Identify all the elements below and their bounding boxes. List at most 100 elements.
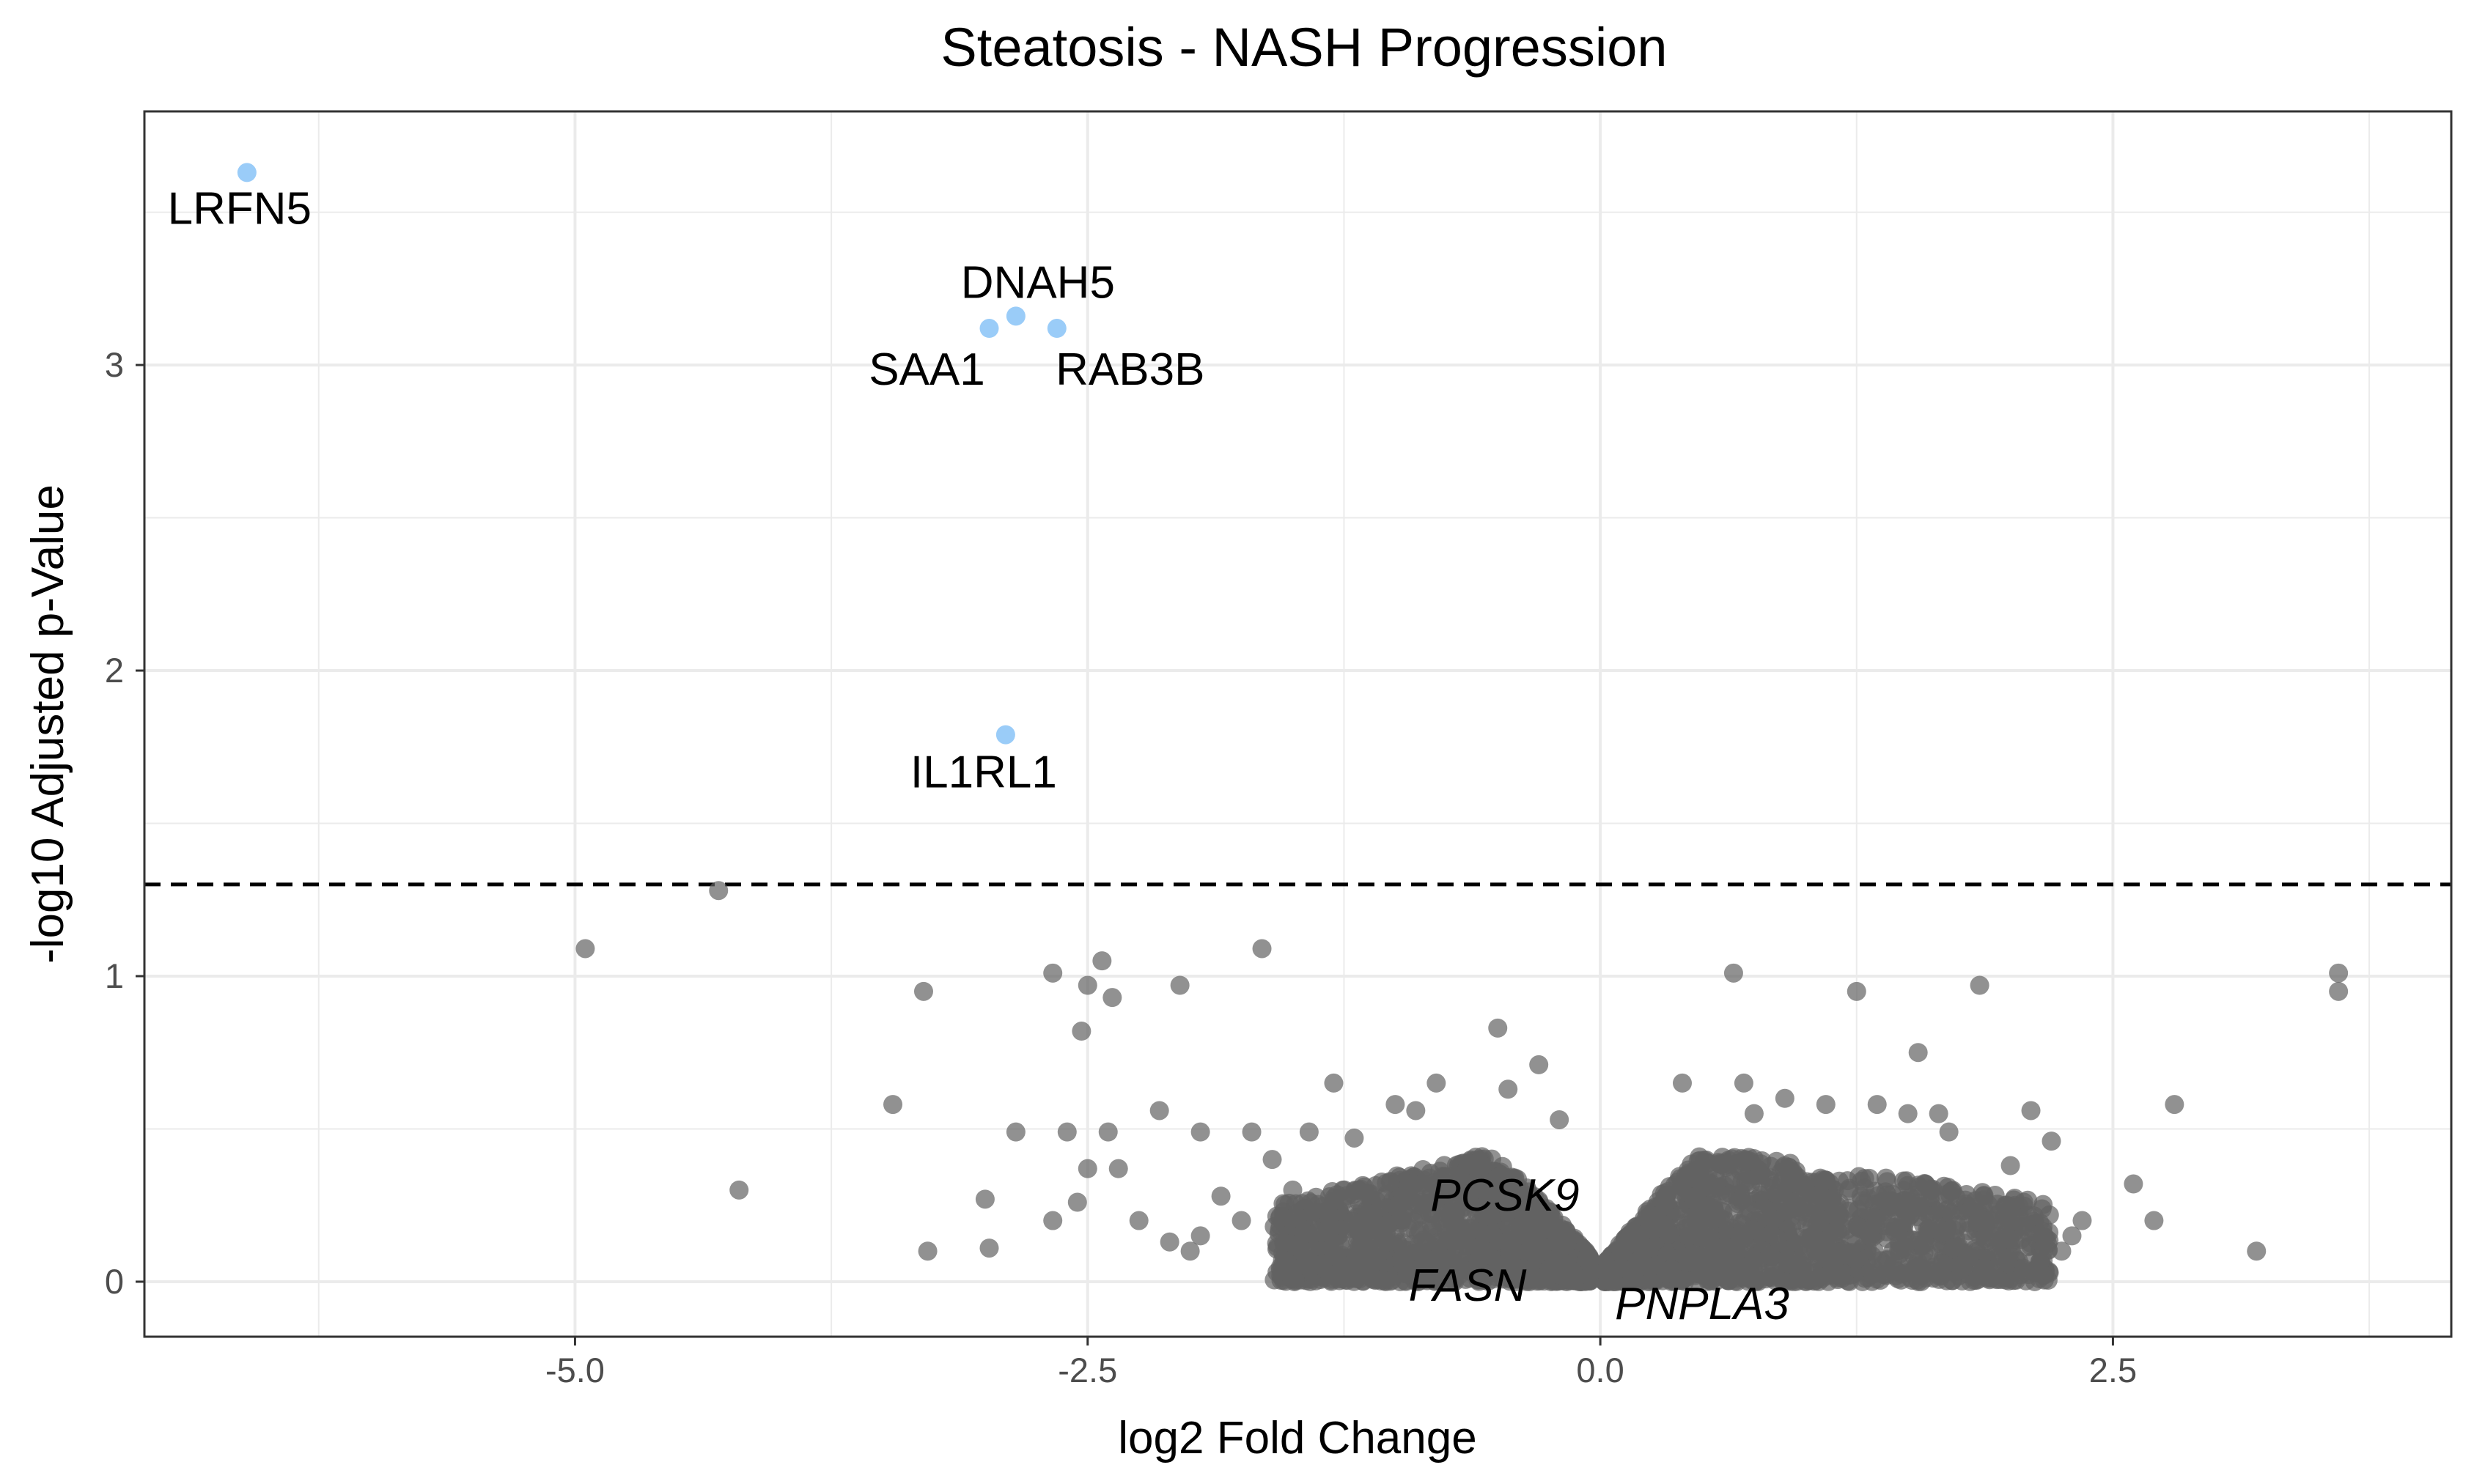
gene-point [1918, 1220, 1938, 1240]
gene-point [1595, 1261, 1615, 1281]
gene-point-outlier [1078, 975, 1097, 995]
gene-point [1563, 1262, 1583, 1282]
gene-point-outlier [1385, 1095, 1405, 1115]
gene-point [1416, 1233, 1436, 1252]
gene-point [2006, 1270, 2026, 1290]
gene-point-outlier [1723, 963, 1743, 983]
gene-point-outlier [1252, 939, 1272, 959]
gene-point [1767, 1184, 1786, 1203]
y-tick-label: 1 [105, 956, 124, 995]
gene-point-outlier [1898, 1104, 1918, 1123]
gene-point [1402, 1173, 1422, 1193]
gene-point-outlier [1057, 1122, 1077, 1142]
gene-point [1473, 1156, 1493, 1175]
gene-point [1847, 1217, 1867, 1236]
gene-label: SAA1 [869, 344, 985, 395]
gene-point [1327, 1247, 1347, 1266]
gene-point-outlier [2144, 1211, 2164, 1230]
gene-point [1319, 1206, 1339, 1226]
non-significant-outliers [575, 881, 2349, 1277]
gene-point-outlier [1426, 1073, 1446, 1093]
gene-point-outlier [1498, 1079, 1518, 1099]
gene-point [1886, 1197, 1906, 1217]
gene-point [1430, 1212, 1450, 1232]
gene-point-outlier [1867, 1095, 1887, 1115]
x-tick-label: 0.0 [1576, 1351, 1624, 1389]
gene-point-outlier [2072, 1211, 2092, 1230]
gene-point [1341, 1255, 1361, 1274]
gene-point [1996, 1229, 2016, 1249]
gene-point [1380, 1172, 1400, 1192]
highlighted-gene-label: PNPLA3 [1615, 1279, 1789, 1329]
gene-point [1680, 1247, 1700, 1266]
gene-point [1354, 1238, 1374, 1258]
gene-point-outlier [1324, 1073, 1344, 1093]
significant-gene-point [1047, 319, 1067, 339]
gene-point [1301, 1193, 1321, 1213]
gene-point [1715, 1236, 1735, 1256]
gene-point-outlier [913, 981, 933, 1001]
gene-point [1400, 1259, 1420, 1279]
gene-point [1457, 1183, 1476, 1203]
gene-point [1800, 1241, 1820, 1260]
highlighted-gene-label: PCSK9 [1430, 1170, 1579, 1221]
panel-background [144, 111, 2451, 1337]
gene-point [1387, 1197, 1407, 1217]
gene-point [1816, 1230, 1836, 1250]
gene-point [1852, 1171, 1871, 1191]
gene-point-outlier [2042, 1132, 2061, 1151]
gene-point-outlier [883, 1095, 903, 1115]
gene-point-outlier [1939, 1122, 1959, 1142]
gene-point-outlier [2329, 963, 2349, 983]
gene-point [1380, 1271, 1400, 1291]
gene-point [1740, 1151, 1760, 1171]
gene-point-outlier [1170, 975, 1190, 995]
gene-point [1468, 1250, 1488, 1270]
gene-point-outlier [1273, 1250, 1292, 1270]
gene-point-outlier [1529, 1055, 1549, 1074]
gene-point-outlier [1299, 1122, 1319, 1142]
gene-point [1839, 1198, 1859, 1218]
gene-point-outlier [1775, 1088, 1794, 1108]
gene-point [1579, 1252, 1599, 1272]
gene-point [1797, 1207, 1817, 1227]
gene-point [1780, 1174, 1800, 1194]
gene-point-outlier [1959, 1247, 1979, 1267]
gene-point-outlier [1190, 1122, 1210, 1142]
gene-point [1659, 1181, 1679, 1201]
gene-point-outlier [1908, 1043, 1928, 1063]
gene-point [1898, 1175, 1918, 1195]
significant-gene-point [237, 163, 257, 182]
gene-point [1866, 1216, 1885, 1236]
significant-gene-point [1006, 306, 1026, 326]
gene-point [1630, 1257, 1650, 1277]
gene-point [1459, 1153, 1479, 1173]
gene-point [1473, 1269, 1492, 1288]
gene-point-outlier [1043, 963, 1063, 983]
gene-point-outlier [1078, 1159, 1097, 1178]
gene-point-outlier [2062, 1226, 2082, 1246]
y-tick-label: 0 [105, 1262, 124, 1301]
gene-point [1336, 1186, 1356, 1206]
gene-point [1616, 1236, 1635, 1255]
gene-point-outlier [1102, 988, 1122, 1008]
gene-point [1679, 1226, 1699, 1246]
gene-point [1990, 1252, 2010, 1272]
gene-point [1698, 1163, 1718, 1183]
gene-point [1943, 1238, 1963, 1258]
gene-point [1745, 1271, 1765, 1291]
gene-point-outlier [1744, 1104, 1764, 1123]
gene-point-outlier [2021, 1101, 2041, 1121]
gene-point-outlier [1980, 1211, 2000, 1230]
gene-label: RAB3B [1056, 344, 1204, 395]
gene-point [1363, 1269, 1383, 1288]
gene-point [1367, 1251, 1387, 1271]
gene-point-outlier [1072, 1022, 1091, 1041]
gene-point-outlier [1098, 1122, 1118, 1142]
gene-point [1494, 1176, 1514, 1196]
gene-point [1316, 1221, 1336, 1241]
gene-point [1985, 1186, 2005, 1205]
gene-point-outlier [1406, 1101, 1426, 1121]
gene-point [1923, 1269, 1943, 1288]
